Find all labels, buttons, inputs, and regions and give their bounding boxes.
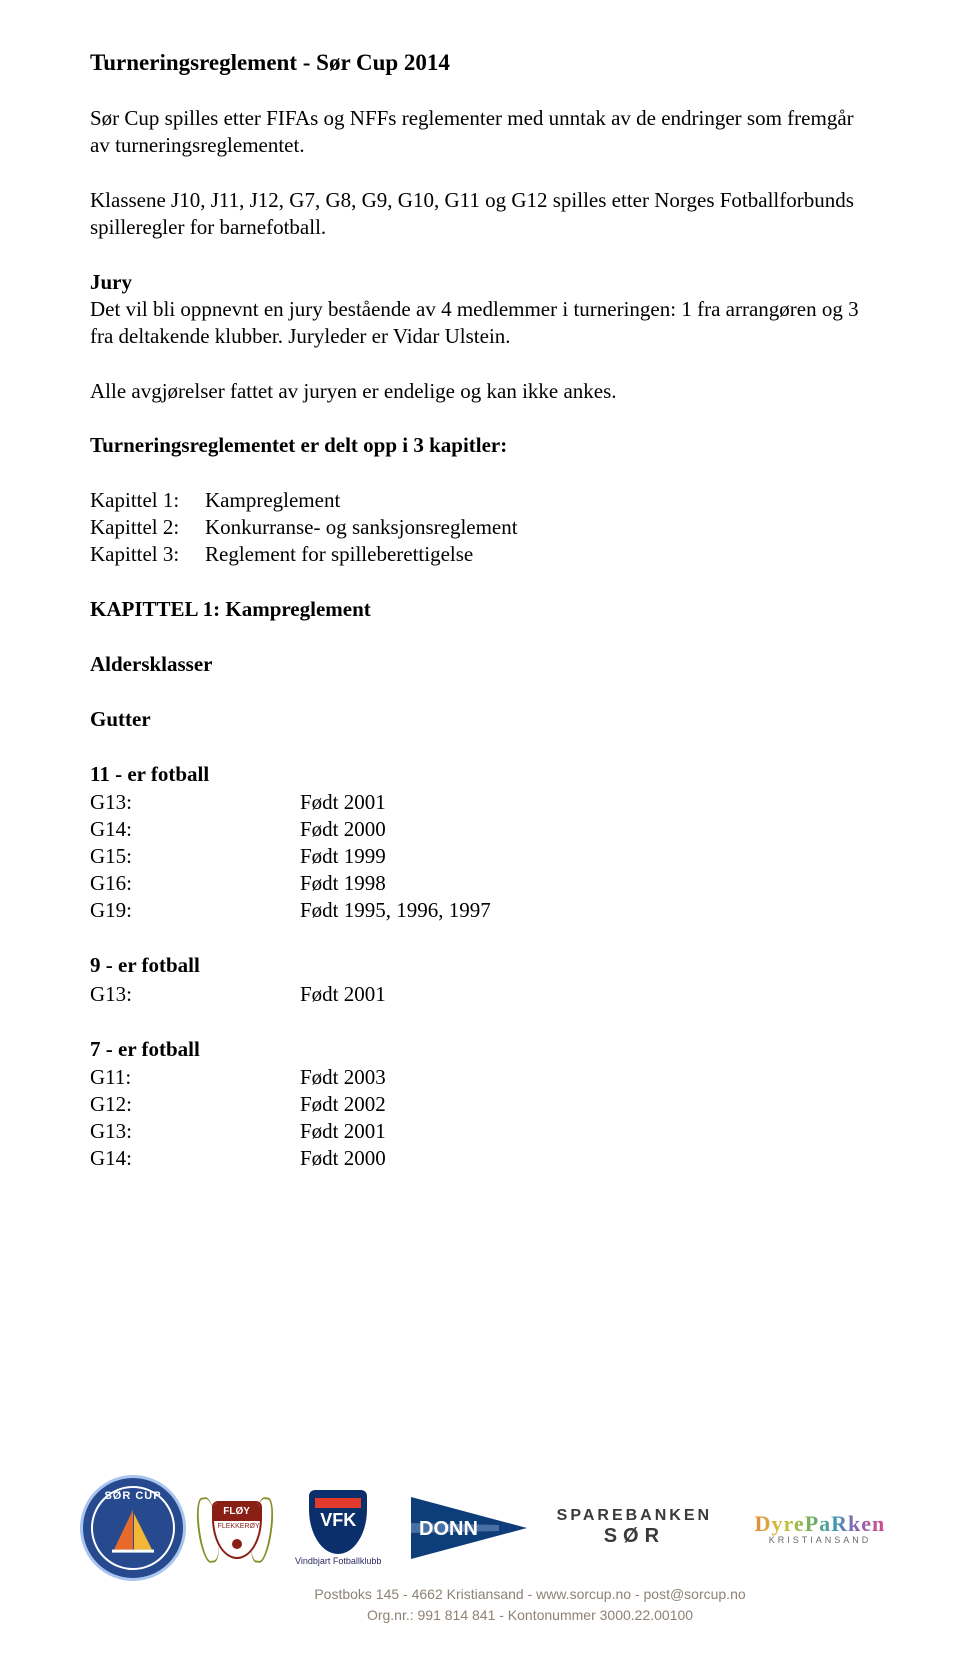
floy-mid-text: FLEKKERØY xyxy=(218,1523,256,1530)
g11-r4-label: G16: xyxy=(90,870,300,897)
g9-r1-label: G13: xyxy=(90,981,300,1008)
kap3-label: Kapittel 3: xyxy=(90,541,205,568)
g7-r1-label: G11: xyxy=(90,1064,300,1091)
g11-r2-label: G14: xyxy=(90,816,300,843)
group-9er-heading: 9 - er fotball xyxy=(90,952,870,979)
sail-icon xyxy=(110,1507,156,1553)
gutter-heading: Gutter xyxy=(90,706,870,733)
g7-r4-value: Født 2000 xyxy=(300,1145,386,1172)
group-7er-heading: 7 - er fotball xyxy=(90,1036,870,1063)
kap2-value: Konkurranse- og sanksjonsreglement xyxy=(205,514,518,541)
sorcup-badge-icon: SØR CUP xyxy=(80,1475,186,1581)
g11-r4-value: Født 1998 xyxy=(300,870,386,897)
kapitler-heading: Turneringsreglementet er delt opp i 3 ka… xyxy=(90,432,870,459)
dyreparken-sub: KRISTIANSAND xyxy=(769,1535,872,1545)
sparebanken-sor-logo: SPAREBANKEN SØR xyxy=(544,1507,724,1548)
footer-logos: SØR CUP FLØY FLEKKERØY xyxy=(80,1475,900,1581)
floy-top-text: FLØY xyxy=(214,1503,260,1521)
jury-heading: Jury xyxy=(90,269,870,296)
g9-r1-value: Født 2001 xyxy=(300,981,386,1008)
g11-r5-value: Født 1995, 1996, 1997 xyxy=(300,897,491,924)
g11-r1-label: G13: xyxy=(90,789,300,816)
group-7er: 7 - er fotball G11:Født 2003 G12:Født 20… xyxy=(90,1036,870,1172)
sorcup-logo: SØR CUP xyxy=(80,1475,186,1581)
jury-note: Alle avgjørelser fattet av juryen er end… xyxy=(90,378,870,405)
intro-paragraph-1: Sør Cup spilles etter FIFAs og NFFs regl… xyxy=(90,105,870,159)
sps-line1: SPAREBANKEN xyxy=(557,1507,712,1525)
vfk-subtext: Vindbjart Fotballklubb xyxy=(295,1556,381,1566)
chapter1-heading: KAPITTEL 1: Kampreglement xyxy=(90,596,870,623)
kap2-label: Kapittel 2: xyxy=(90,514,205,541)
g7-r4-label: G14: xyxy=(90,1145,300,1172)
g11-r5-label: G19: xyxy=(90,897,300,924)
g11-r3-value: Født 1999 xyxy=(300,843,386,870)
g11-r3-label: G15: xyxy=(90,843,300,870)
g7-r2-value: Født 2002 xyxy=(300,1091,386,1118)
vfk-logo: VFK Vindbjart Fotballklubb xyxy=(283,1490,393,1566)
sorcup-label: SØR CUP xyxy=(83,1490,183,1502)
intro-paragraph-2: Klassene J10, J11, J12, G7, G8, G9, G10,… xyxy=(90,187,870,241)
page-footer: SØR CUP FLØY FLEKKERØY xyxy=(0,1475,960,1626)
donn-logo: DONN xyxy=(409,1493,529,1563)
aldersklasser-heading: Aldersklasser xyxy=(90,651,870,678)
sps-line2: SØR xyxy=(604,1525,665,1548)
jury-body: Det vil bli oppnevnt en jury bestående a… xyxy=(90,296,870,350)
ball-icon xyxy=(232,1539,242,1549)
kap1-label: Kapittel 1: xyxy=(90,487,205,514)
group-9er: 9 - er fotball G13:Født 2001 xyxy=(90,952,870,1008)
dyreparken-brand: DyrePaRken xyxy=(755,1511,886,1537)
g7-r3-label: G13: xyxy=(90,1118,300,1145)
footer-line-2: Org.nr.: 991 814 841 - Kontonummer 3000.… xyxy=(80,1606,900,1626)
group-11er: 11 - er fotball G13:Født 2001 G14:Født 2… xyxy=(90,761,870,924)
kapitler-list: Kapittel 1: Kampreglement Kapittel 2: Ko… xyxy=(90,487,870,568)
vfk-text: VFK xyxy=(311,1510,365,1531)
g11-r1-value: Født 2001 xyxy=(300,789,386,816)
donn-pennant-icon: DONN xyxy=(409,1493,529,1563)
kap1-value: Kampreglement xyxy=(205,487,340,514)
vfk-crest-icon: VFK xyxy=(309,1490,367,1554)
g7-r3-value: Født 2001 xyxy=(300,1118,386,1145)
g11-r2-value: Født 2000 xyxy=(300,816,386,843)
kap3-value: Reglement for spilleberettigelse xyxy=(205,541,473,568)
dyreparken-logo: DyrePaRken KRISTIANSAND xyxy=(740,1511,900,1545)
page-title: Turneringsreglement - Sør Cup 2014 xyxy=(90,48,870,77)
g7-r2-label: G12: xyxy=(90,1091,300,1118)
donn-text: DONN xyxy=(419,1518,478,1540)
floy-logo: FLØY FLEKKERØY xyxy=(202,1491,268,1565)
footer-line-1: Postboks 145 - 4662 Kristiansand - www.s… xyxy=(80,1585,900,1605)
group-11er-heading: 11 - er fotball xyxy=(90,761,870,788)
g7-r1-value: Født 2003 xyxy=(300,1064,386,1091)
